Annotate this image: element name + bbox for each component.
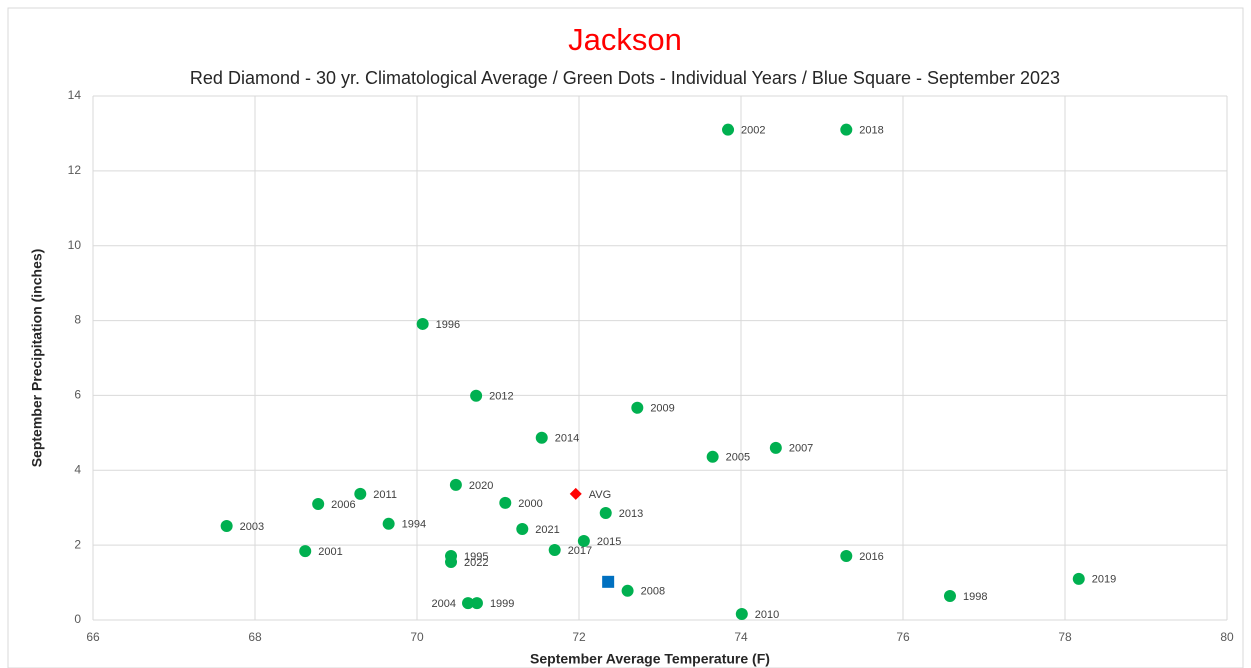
point-label: 2011 bbox=[373, 489, 397, 501]
point bbox=[577, 535, 590, 548]
point bbox=[462, 597, 475, 610]
point bbox=[354, 487, 367, 500]
point bbox=[840, 123, 853, 136]
point-label: 1998 bbox=[963, 591, 987, 603]
point-label: 2001 bbox=[318, 546, 342, 558]
point-label: 2003 bbox=[240, 521, 264, 533]
point-label: 2010 bbox=[755, 609, 779, 621]
point bbox=[769, 441, 782, 454]
x-tick-label: 80 bbox=[1220, 630, 1234, 644]
point bbox=[220, 520, 233, 533]
point bbox=[706, 450, 719, 463]
x-tick-label: 74 bbox=[734, 630, 748, 644]
chart-title: Jackson bbox=[568, 22, 682, 57]
point-label: 2018 bbox=[859, 125, 883, 137]
point bbox=[416, 317, 429, 330]
x-tick-label: 68 bbox=[248, 630, 262, 644]
point-label: 2007 bbox=[789, 443, 813, 455]
y-tick-label: 6 bbox=[74, 388, 81, 402]
point-label: 2022 bbox=[464, 557, 488, 569]
chart-border bbox=[7, 7, 1244, 668]
point bbox=[602, 575, 615, 588]
x-tick-label: 70 bbox=[410, 630, 424, 644]
point-label: 2015 bbox=[597, 536, 621, 548]
y-axis-label: September Precipitation (inches) bbox=[29, 249, 45, 468]
point bbox=[599, 506, 612, 519]
x-tick-label: 66 bbox=[86, 630, 100, 644]
point bbox=[312, 497, 325, 510]
point-label: 1996 bbox=[436, 319, 460, 331]
point bbox=[621, 584, 634, 597]
point-label: 1999 bbox=[490, 598, 514, 610]
point-label: 2014 bbox=[555, 433, 579, 445]
x-tick-label: 78 bbox=[1058, 630, 1072, 644]
point-label: 2012 bbox=[489, 391, 513, 403]
point-label: 2005 bbox=[726, 452, 750, 464]
point bbox=[445, 555, 458, 568]
point bbox=[382, 517, 395, 530]
point bbox=[470, 597, 483, 610]
point-label: 2006 bbox=[331, 499, 355, 511]
point bbox=[449, 478, 462, 491]
x-tick-label: 76 bbox=[896, 630, 910, 644]
y-tick-label: 2 bbox=[74, 537, 81, 551]
point-label: 2016 bbox=[859, 551, 883, 563]
point-label: 2021 bbox=[535, 524, 559, 536]
x-axis-label: September Average Temperature (F) bbox=[530, 651, 770, 667]
point-label: 2002 bbox=[741, 125, 765, 137]
y-tick-label: 0 bbox=[74, 612, 81, 626]
point-label: 2019 bbox=[1092, 574, 1116, 586]
point bbox=[735, 608, 748, 621]
point-label: 2008 bbox=[641, 586, 665, 598]
point bbox=[299, 545, 312, 558]
point-label: 2009 bbox=[650, 403, 674, 415]
point bbox=[1072, 572, 1085, 585]
point-label: 2004 bbox=[432, 598, 456, 610]
point-label: 2000 bbox=[518, 498, 542, 510]
point-label: 2020 bbox=[469, 480, 493, 492]
y-tick-label: 8 bbox=[74, 313, 81, 327]
point bbox=[535, 431, 548, 444]
point-label: 1995 bbox=[464, 551, 488, 563]
y-tick-label: 10 bbox=[68, 238, 82, 252]
chart-subtitle: Red Diamond - 30 yr. Climatological Aver… bbox=[190, 68, 1060, 88]
point bbox=[631, 401, 644, 414]
point bbox=[569, 487, 582, 500]
point-label: 2017 bbox=[568, 545, 592, 557]
x-tick-label: 72 bbox=[572, 630, 586, 644]
y-tick-label: 4 bbox=[74, 462, 81, 476]
point bbox=[840, 549, 853, 562]
y-tick-label: 12 bbox=[68, 163, 82, 177]
point bbox=[499, 496, 512, 509]
point-label: 1994 bbox=[402, 519, 426, 531]
point bbox=[470, 389, 483, 402]
point bbox=[722, 123, 735, 136]
point bbox=[943, 590, 956, 603]
y-tick-label: 14 bbox=[68, 88, 82, 102]
point-label: 2013 bbox=[619, 508, 643, 520]
point bbox=[548, 544, 561, 557]
point-label: AVG bbox=[589, 489, 611, 501]
point bbox=[516, 523, 529, 536]
